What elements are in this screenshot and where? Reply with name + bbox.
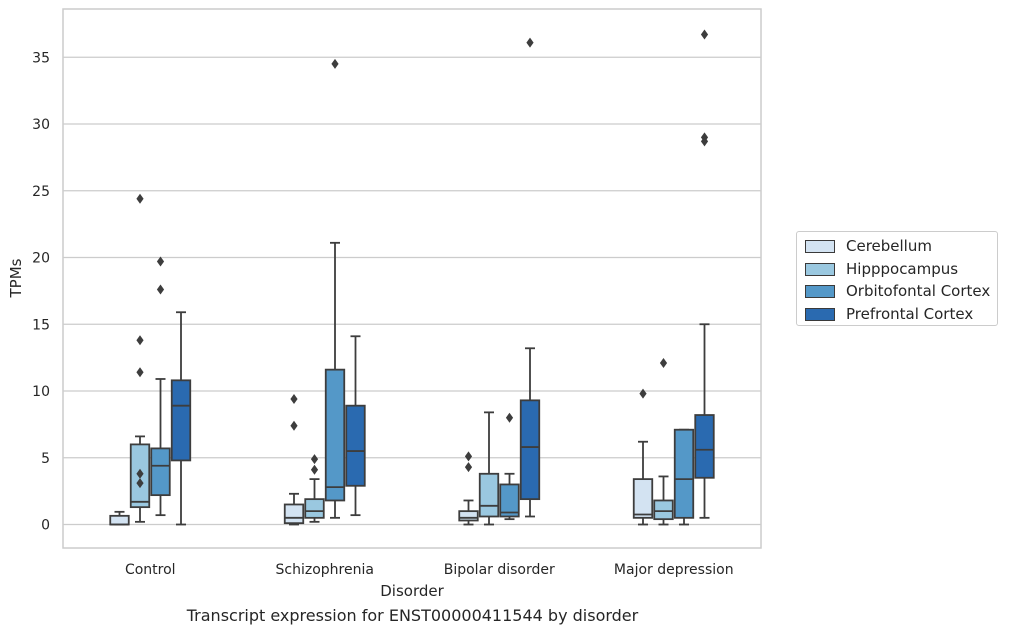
x-tick-labels: Control Schizophrenia Bipolar disorder Majo… [125, 562, 734, 578]
outlier-point [136, 335, 144, 346]
box-iqr [499, 483, 520, 518]
legend-swatch-orbitofrontal-cortex [805, 284, 835, 298]
box-0-0 [109, 510, 130, 526]
legend-item-cerebellum: Cerebellum [805, 236, 932, 256]
y-tick-label: 20 [32, 251, 50, 267]
outlier-point [290, 420, 298, 431]
legend-item-prefrontal-cortex: Prefrontal Cortex [805, 304, 973, 324]
box-1-3 [345, 335, 366, 517]
outlier-point [156, 284, 165, 295]
legend-item-hippocampus: Hipppocampus [805, 259, 958, 279]
y-axis-title: TPMs [7, 258, 25, 298]
legend-label-cerebellum: Cerebellum [846, 237, 932, 255]
box-2-3 [519, 37, 541, 518]
outlier-point [526, 37, 534, 48]
box-2-1 [478, 411, 500, 526]
box-iqr [478, 472, 500, 518]
plot-area-frame [62, 8, 762, 549]
y-tick-label: 10 [32, 384, 50, 400]
box-iqr [170, 379, 192, 462]
legend: Cerebellum Hipppocampus Orbitofontal Cor… [796, 231, 998, 326]
outlier-point [659, 357, 668, 368]
box-iqr [694, 414, 715, 479]
legend-item-orbitofrontal-cortex: Orbitofontal Cortex [805, 281, 990, 301]
x-tick-label: Control [125, 562, 176, 578]
y-tick-label: 35 [32, 50, 50, 66]
outlier-point [136, 193, 144, 204]
box-3-1 [653, 357, 674, 526]
outlier-point [639, 388, 647, 399]
legend-swatch-prefrontal-cortex [805, 307, 835, 321]
outlier-point [464, 451, 473, 462]
box-1-1 [304, 454, 325, 523]
legend-label-prefrontal-cortex: Prefrontal Cortex [846, 305, 974, 323]
y-tick-label: 15 [32, 317, 50, 333]
box-iqr [304, 498, 325, 519]
box-iqr [345, 404, 366, 487]
chart-caption: Transcript expression for ENST0000041154… [186, 606, 639, 625]
box-iqr [283, 503, 305, 525]
outlier-point [464, 462, 473, 473]
box-iqr [519, 399, 541, 501]
x-tick-label: Schizophrenia [276, 562, 374, 578]
box-0-1 [129, 193, 151, 523]
x-tick-label: Bipolar disorder [444, 562, 555, 578]
box-iqr [673, 428, 695, 519]
outlier-point [136, 468, 144, 479]
box-iqr [150, 447, 171, 497]
box-plot-series [109, 29, 715, 526]
box-iqr [632, 478, 654, 519]
outlier-point [310, 454, 319, 465]
box-3-3 [694, 29, 715, 519]
y-tick-label: 25 [32, 184, 50, 200]
box-1-2 [324, 58, 346, 519]
box-3-0 [632, 388, 654, 526]
outlier-point [156, 256, 165, 267]
outlier-point [331, 58, 339, 69]
box-1-0 [283, 394, 305, 526]
box-iqr [109, 514, 130, 526]
legend-label-orbitofrontal-cortex: Orbitofontal Cortex [846, 282, 991, 300]
box-0-2 [150, 256, 171, 517]
outlier-point [136, 478, 144, 489]
box-iqr [458, 510, 479, 522]
y-tick-label: 5 [41, 451, 50, 467]
outlier-point [310, 464, 319, 475]
outlier-point [700, 29, 709, 40]
box-3-2 [673, 428, 695, 526]
box-2-2 [499, 412, 520, 521]
outlier-point [700, 136, 709, 147]
x-tick-label: Major depression [614, 562, 734, 578]
legend-swatch-hippocampus [805, 262, 835, 276]
y-tick-label: 0 [41, 518, 50, 534]
box-iqr [324, 368, 346, 502]
box-2-0 [458, 451, 479, 526]
box-0-3 [170, 311, 192, 526]
legend-swatch-cerebellum [805, 239, 835, 253]
y-tick-labels: 0 5 10 15 20 25 30 35 [32, 50, 50, 533]
box-iqr [653, 499, 674, 521]
outlier-point [505, 412, 514, 423]
x-axis-title: Disorder [380, 582, 444, 600]
outlier-point [136, 367, 144, 378]
legend-label-hippocampus: Hipppocampus [846, 260, 959, 278]
y-tick-label: 30 [32, 117, 50, 133]
outlier-point [290, 394, 298, 405]
